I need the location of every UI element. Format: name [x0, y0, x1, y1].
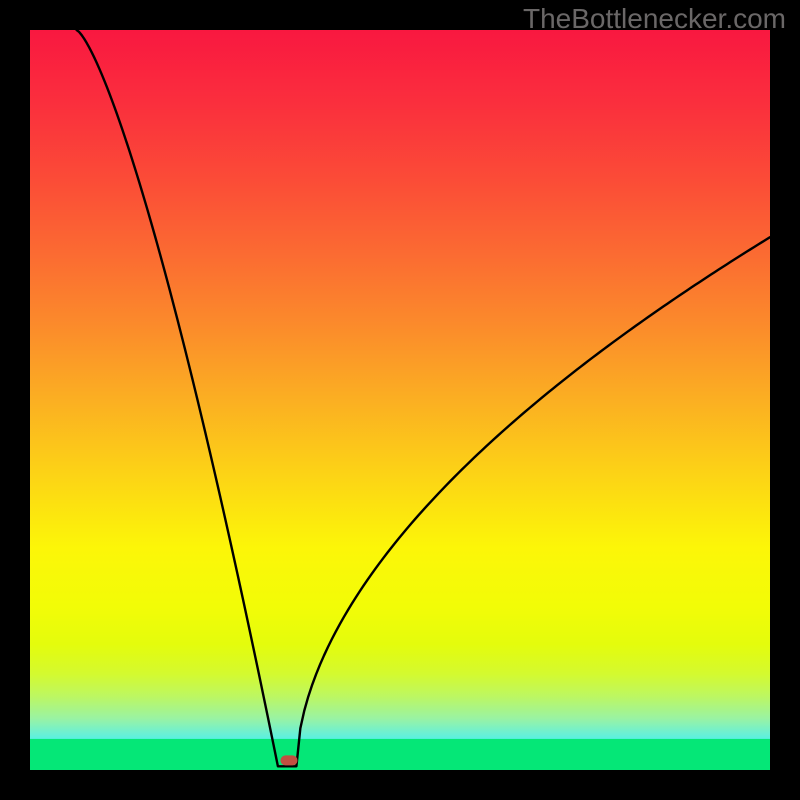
bottleneck-chart: [30, 30, 770, 770]
watermark-text: TheBottlenecker.com: [523, 3, 786, 35]
optimum-marker: [281, 755, 298, 765]
chart-stage: TheBottlenecker.com: [0, 0, 800, 800]
green-band: [30, 739, 770, 770]
gradient-background: [30, 30, 770, 770]
